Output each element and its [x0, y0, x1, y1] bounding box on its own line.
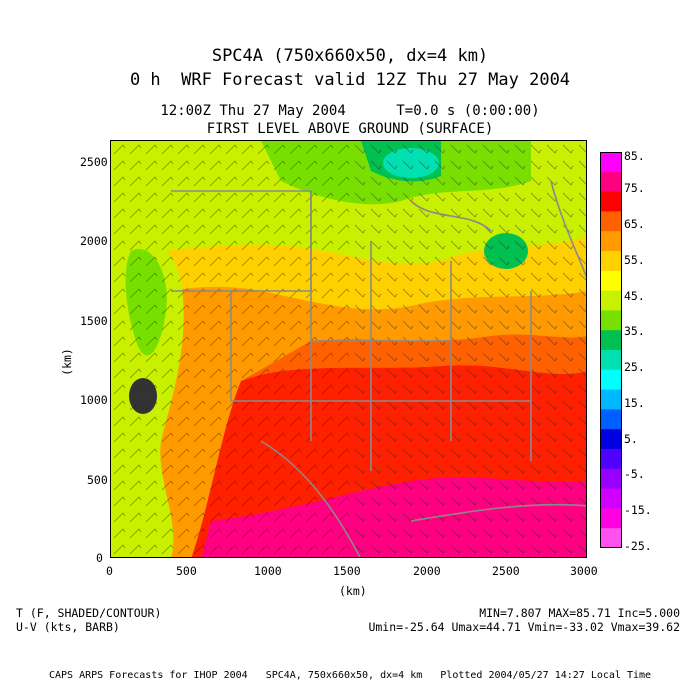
colorbar-swatch [600, 310, 622, 331]
colorbar-swatch [600, 468, 622, 490]
colorbar-swatch [600, 449, 622, 470]
y-tick-1000: 1000 [80, 393, 108, 407]
colorbar-swatch [600, 290, 622, 311]
x-tick-1500: 1500 [333, 564, 361, 578]
subtitle-level: FIRST LEVEL ABOVE GROUND (SURFACE) [206, 121, 494, 137]
wind-barbs-east [351, 141, 586, 557]
colorbar-label-35: 35. [624, 324, 645, 338]
colorbar-label-5: 5. [624, 432, 638, 446]
colorbar-label-45: 45. [624, 289, 645, 303]
colorbar-swatch [600, 330, 622, 351]
y-tick-1500: 1500 [80, 314, 108, 328]
x-tick-500: 500 [176, 564, 197, 578]
colorbar-swatch [600, 350, 622, 371]
colorbar-label-55: 55. [624, 253, 645, 267]
colorbar-swatch [600, 270, 622, 292]
colorbar-frame [600, 152, 622, 548]
colorbar-swatch [600, 409, 622, 430]
x-tick-3000: 3000 [570, 564, 598, 578]
x-tick-1000: 1000 [254, 564, 282, 578]
legend-stats: MIN=7.807 MAX=85.71 Inc=5.000 [479, 606, 680, 620]
colorbar-swatch [600, 389, 622, 410]
colorbar-swatch [600, 251, 622, 272]
y-tick-0: 0 [96, 551, 103, 565]
colorbar-swatch [600, 231, 622, 252]
subtitle-time: 12:00Z Thu 27 May 2004 T=0.0 s (0:00:00) [160, 103, 540, 119]
colorbar-swatch [600, 191, 622, 212]
colorbar-label-85: 85. [624, 149, 645, 163]
colorbar-swatch [600, 508, 622, 529]
x-axis-label: (km) [339, 584, 367, 598]
colorbar [600, 152, 622, 548]
colorbar-swatch [600, 369, 622, 391]
temperature-map [110, 140, 587, 558]
title-line-1: SPC4A (750x660x50, dx=4 km) [211, 46, 489, 66]
colorbar-swatch [600, 488, 622, 509]
colorbar-swatch [600, 171, 622, 193]
colorbar-swatch [600, 152, 622, 173]
colorbar-label-75: 75. [624, 181, 645, 195]
x-tick-2500: 2500 [492, 564, 520, 578]
footer-caption: CAPS ARPS Forecasts for IHOP 2004 SPC4A,… [48, 670, 652, 681]
colorbar-swatch [600, 429, 622, 450]
colorbar-label-neg5: -5. [624, 467, 645, 481]
y-tick-2000: 2000 [80, 234, 108, 248]
y-axis-label: (km) [59, 348, 74, 376]
legend-shaded: T (F, SHADED/CONTOUR) [16, 606, 162, 620]
y-tick-2500: 2500 [80, 155, 108, 169]
colorbar-label-neg25: -25. [624, 539, 652, 553]
colorbar-label-neg15: -15. [624, 503, 652, 517]
colorbar-label-25: 25. [624, 360, 645, 374]
state-borders [171, 180, 586, 557]
x-tick-0: 0 [106, 564, 113, 578]
colorbar-swatch [600, 528, 622, 548]
colorbar-label-65: 65. [624, 217, 645, 231]
x-tick-2000: 2000 [413, 564, 441, 578]
title-line-2: 0 h WRF Forecast valid 12Z Thu 27 May 20… [129, 70, 571, 90]
colorbar-label-15: 15. [624, 396, 645, 410]
legend-wind-stats: Umin=-25.64 Umax=44.71 Vmin=-33.02 Vmax=… [368, 620, 680, 634]
legend-barb: U-V (kts, BARB) [16, 620, 120, 634]
y-tick-500: 500 [87, 473, 108, 487]
colorbar-swatch [600, 211, 622, 232]
temperature-field-svg [111, 141, 586, 557]
